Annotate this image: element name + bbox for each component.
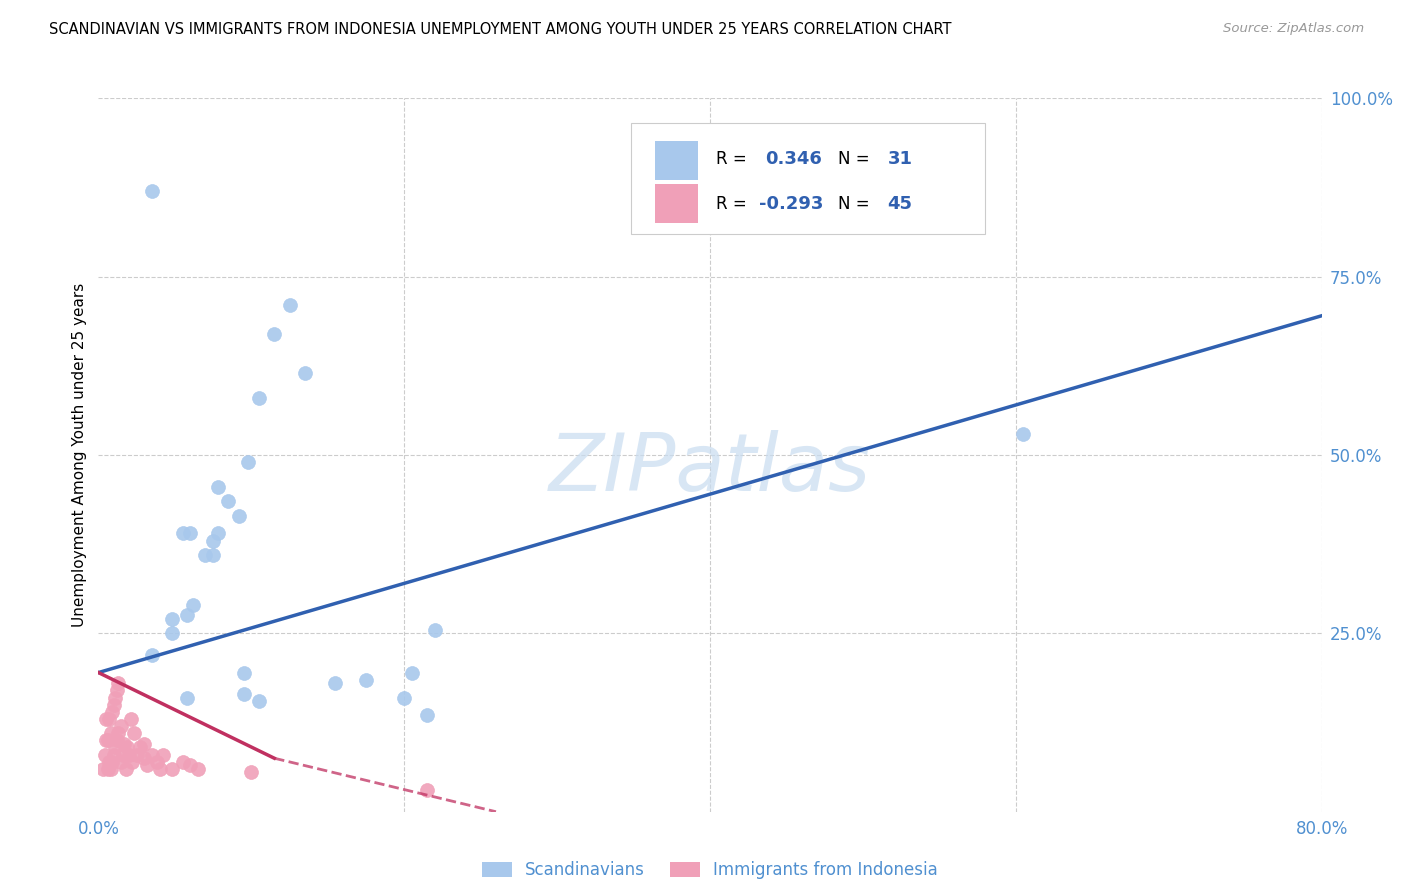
Point — [160, 762, 183, 776]
Point — [145, 755, 167, 769]
Point — [103, 698, 125, 712]
Point — [115, 762, 138, 776]
Point — [91, 762, 114, 776]
Point — [98, 755, 121, 769]
Point — [141, 648, 163, 662]
Point — [93, 747, 115, 762]
Point — [100, 762, 122, 776]
Point — [160, 612, 183, 626]
Point — [111, 747, 134, 762]
Point — [176, 690, 198, 705]
Text: ZIPatlas: ZIPatlas — [548, 430, 872, 508]
Point — [1012, 426, 1035, 441]
Point — [194, 548, 217, 562]
Point — [105, 733, 128, 747]
Point — [110, 719, 132, 733]
Point — [278, 298, 301, 312]
Point — [187, 762, 209, 776]
Point — [294, 366, 316, 380]
Point — [181, 598, 204, 612]
Point — [179, 526, 201, 541]
Point — [118, 747, 141, 762]
Point — [112, 737, 135, 751]
Point — [325, 676, 347, 690]
Point — [107, 726, 129, 740]
Point — [101, 705, 124, 719]
Point — [134, 751, 156, 765]
Point — [160, 626, 183, 640]
Point — [141, 747, 163, 762]
Legend: Scandinavians, Immigrants from Indonesia: Scandinavians, Immigrants from Indonesia — [475, 855, 945, 886]
Point — [247, 694, 270, 708]
Point — [128, 740, 150, 755]
Point — [149, 762, 172, 776]
Point — [228, 508, 250, 523]
Point — [232, 665, 254, 680]
Point — [125, 747, 148, 762]
Text: Source: ZipAtlas.com: Source: ZipAtlas.com — [1223, 22, 1364, 36]
Point — [97, 733, 120, 747]
Point — [238, 455, 260, 469]
Text: SCANDINAVIAN VS IMMIGRANTS FROM INDONESIA UNEMPLOYMENT AMONG YOUTH UNDER 25 YEAR: SCANDINAVIAN VS IMMIGRANTS FROM INDONESI… — [49, 22, 952, 37]
Point — [416, 708, 439, 723]
Point — [136, 758, 159, 772]
Text: R =: R = — [716, 194, 752, 212]
Point — [202, 548, 225, 562]
Point — [263, 326, 285, 341]
Point — [104, 740, 127, 755]
Point — [134, 737, 156, 751]
Point — [423, 623, 446, 637]
Point — [207, 526, 229, 541]
Point — [105, 683, 128, 698]
Text: 0.346: 0.346 — [765, 150, 823, 168]
Text: R =: R = — [716, 150, 752, 168]
Point — [172, 526, 194, 541]
Text: 31: 31 — [887, 150, 912, 168]
Point — [122, 726, 145, 740]
Point — [240, 765, 263, 780]
Point — [416, 783, 439, 797]
Point — [247, 391, 270, 405]
Point — [232, 687, 254, 701]
Point — [141, 184, 163, 198]
Text: N =: N = — [838, 150, 876, 168]
Point — [120, 712, 142, 726]
Point — [94, 712, 117, 726]
Point — [121, 755, 143, 769]
Point — [97, 762, 120, 776]
Point — [179, 758, 201, 772]
Point — [354, 673, 377, 687]
Text: N =: N = — [838, 194, 876, 212]
Point — [401, 665, 423, 680]
Point — [98, 712, 121, 726]
Point — [110, 755, 132, 769]
Y-axis label: Unemployment Among Youth under 25 years: Unemployment Among Youth under 25 years — [72, 283, 87, 627]
Point — [117, 740, 139, 755]
Point — [202, 533, 225, 548]
Point — [207, 480, 229, 494]
Bar — [655, 141, 697, 180]
Point — [152, 747, 174, 762]
Point — [94, 733, 117, 747]
Text: 45: 45 — [887, 194, 912, 212]
Point — [103, 747, 125, 762]
Point — [107, 676, 129, 690]
Point — [100, 726, 122, 740]
FancyBboxPatch shape — [630, 123, 986, 234]
Point — [172, 755, 194, 769]
Point — [217, 494, 239, 508]
Point — [176, 608, 198, 623]
Point — [104, 690, 127, 705]
Text: -0.293: -0.293 — [759, 194, 824, 212]
Point — [101, 755, 124, 769]
Bar — [655, 184, 697, 223]
Point — [392, 690, 416, 705]
